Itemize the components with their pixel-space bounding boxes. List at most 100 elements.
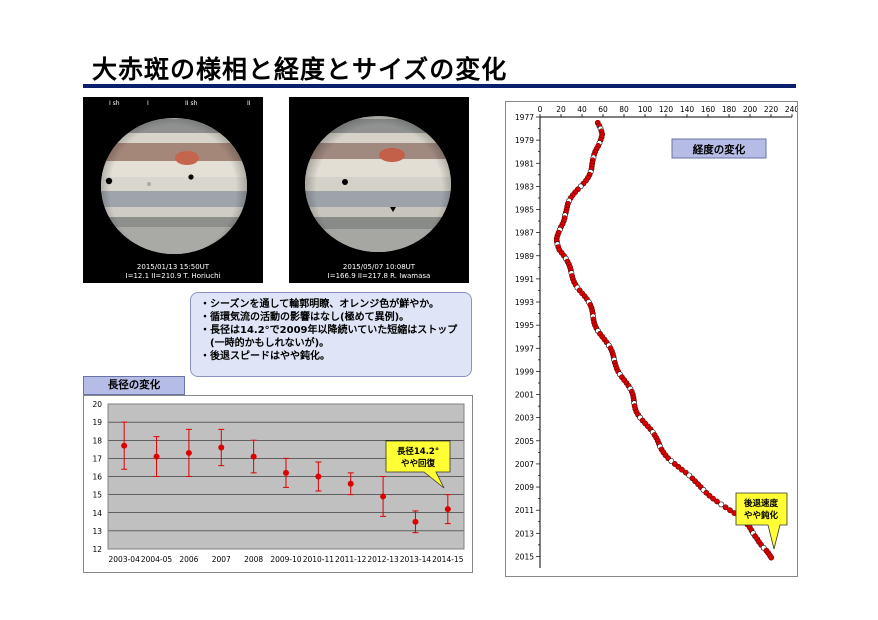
photo-2-date: 2015/05/07 10:08UT	[342, 263, 416, 271]
note-item: 後退スピードはやや鈍化。	[200, 350, 463, 363]
data-point	[250, 453, 257, 460]
x-tick-label: 2008	[244, 555, 263, 564]
x-tick-label: 180	[722, 105, 737, 114]
data-point	[412, 518, 419, 525]
y-tick-label: 2013	[515, 529, 534, 538]
jupiter-photo-1: I sh I II sh II 2015/01/13 15:50UT I=12.…	[83, 97, 263, 283]
x-tick-label: 160	[701, 105, 716, 114]
x-tick-label: 80	[619, 105, 629, 114]
y-tick-label: 16	[92, 473, 102, 482]
y-tick-label: 1989	[515, 252, 534, 261]
data-point	[714, 498, 720, 505]
note-item: シーズンを通して輪郭明瞭、オレンジ色が鮮やか。	[200, 298, 463, 311]
data-point	[710, 495, 716, 502]
x-tick-label: 220	[764, 105, 779, 114]
y-tick-label: 12	[92, 545, 102, 554]
callout-bubble	[385, 440, 451, 489]
data-point	[153, 453, 160, 460]
x-tick-label: 2006	[179, 555, 198, 564]
x-tick-label: 0	[538, 105, 543, 114]
y-tick-label: 1995	[515, 321, 534, 330]
label-text: 経度の変化	[693, 143, 746, 156]
moon-shadow	[342, 179, 348, 185]
y-tick-label: 2015	[515, 552, 534, 561]
y-tick-label: 19	[92, 418, 102, 427]
data-point	[727, 507, 733, 514]
data-point	[218, 444, 225, 451]
callout-line: やや鈍化	[744, 510, 779, 521]
data-point	[768, 554, 775, 561]
data-point	[121, 442, 128, 449]
longitude-chart-label: 経度の変化	[671, 138, 767, 159]
x-tick-label: 120	[659, 105, 674, 114]
x-tick-label: 40	[577, 105, 587, 114]
x-tick-label: 100	[638, 105, 653, 114]
photo-1-meta: I=12.1 II=210.9 T. Horiuchi	[125, 272, 221, 280]
photo-1-date: 2015/01/13 15:50UT	[136, 263, 210, 271]
data-point	[718, 501, 725, 508]
longitude-points	[553, 119, 775, 561]
size-chart-label: 長径の変化	[83, 376, 185, 395]
size-chart: 12 13 14 15 16 17 18 19 20 2003-04 2004-05 2006 2007…	[92, 400, 465, 564]
y-tick-label: 14	[92, 509, 102, 518]
label-box	[671, 138, 767, 159]
label-i: I	[147, 100, 149, 107]
moon-io	[147, 182, 151, 186]
x-tick-label: 240	[785, 105, 797, 114]
x-tick-label: 2007	[212, 555, 231, 564]
data-point	[347, 480, 354, 487]
great-red-spot	[175, 151, 199, 165]
x-tick-label: 2013-14	[400, 555, 432, 564]
y-tick-label: 2005	[515, 437, 534, 446]
jupiter-image-2	[305, 116, 451, 252]
title-underline	[83, 84, 796, 88]
x-tick-label: 2010-11	[303, 555, 335, 564]
y-tick-label: 2009	[515, 483, 534, 492]
longitude-chart-panel: 0 20 40 60 80 100 120 140 160 180 200 220 240 1977 197…	[505, 101, 799, 577]
y-tick-label: 1979	[515, 136, 534, 145]
jupiter-image-1	[101, 118, 247, 254]
data-point	[283, 469, 289, 476]
plot-frame	[107, 403, 465, 550]
note-item: 長径は14.2°で2009年以降続いていた短縮はストップ(一時的かもしれないが)…	[200, 324, 463, 350]
y-tick-label: 2007	[515, 460, 534, 469]
data-point	[380, 493, 387, 500]
y-tick-label: 1985	[515, 206, 534, 215]
note-item: 循環気流の活動の影響はなし(極めて異例)。	[200, 311, 463, 324]
x-tick-label: 2003-04	[109, 555, 141, 564]
data-point	[678, 466, 685, 473]
callout-bubble	[735, 492, 788, 550]
y-tick-label: 1999	[515, 367, 534, 376]
data-point	[185, 449, 192, 456]
y-tick-label: 1981	[515, 159, 534, 168]
label-ii-sh: II sh	[185, 100, 198, 107]
x-tick-label: 20	[556, 105, 566, 114]
x-tick-label: 2014-15	[432, 555, 464, 564]
x-tick-label: 60	[598, 105, 608, 114]
data-point	[315, 473, 322, 480]
longitude-chart: 0 20 40 60 80 100 120 140 160 180 200 220 240 1977 197…	[515, 105, 799, 568]
y-tick-label: 1993	[515, 298, 534, 307]
x-tick-label: 2011-12	[335, 555, 367, 564]
y-tick-label: 1987	[515, 229, 534, 238]
x-tick-label: 2009-10	[270, 555, 302, 564]
great-red-spot	[379, 148, 405, 162]
notes-box: シーズンを通して輪郭明瞭、オレンジ色が鮮やか。 循環気流の活動の影響はなし(極め…	[190, 292, 472, 377]
photo-2-meta: I=166.9 II=217.8 R. Iwamasa	[327, 272, 431, 280]
notes-list: シーズンを通して輪郭明瞭、オレンジ色が鮮やか。 循環気流の活動の影響はなし(極め…	[200, 298, 463, 363]
y-tick-label: 18	[92, 436, 102, 445]
io-shadow	[105, 177, 113, 185]
y-tick-label: 13	[92, 527, 102, 536]
y-tick-label: 1983	[515, 182, 534, 191]
size-callout: 長径14.2°やや回復	[385, 440, 451, 489]
y-tick-label: 1977	[515, 113, 534, 122]
x-tick-label: 200	[743, 105, 758, 114]
data-point	[444, 506, 451, 513]
data-point	[722, 504, 729, 511]
y-tick-label: 1991	[515, 275, 534, 284]
callout-line: やや回復	[401, 458, 436, 469]
callout-line: 後退速度	[744, 498, 779, 509]
size-chart-panel: 12 13 14 15 16 17 18 19 20 2003-04 2004-05 2006 2007…	[83, 395, 473, 573]
moon-shadow	[188, 174, 194, 180]
